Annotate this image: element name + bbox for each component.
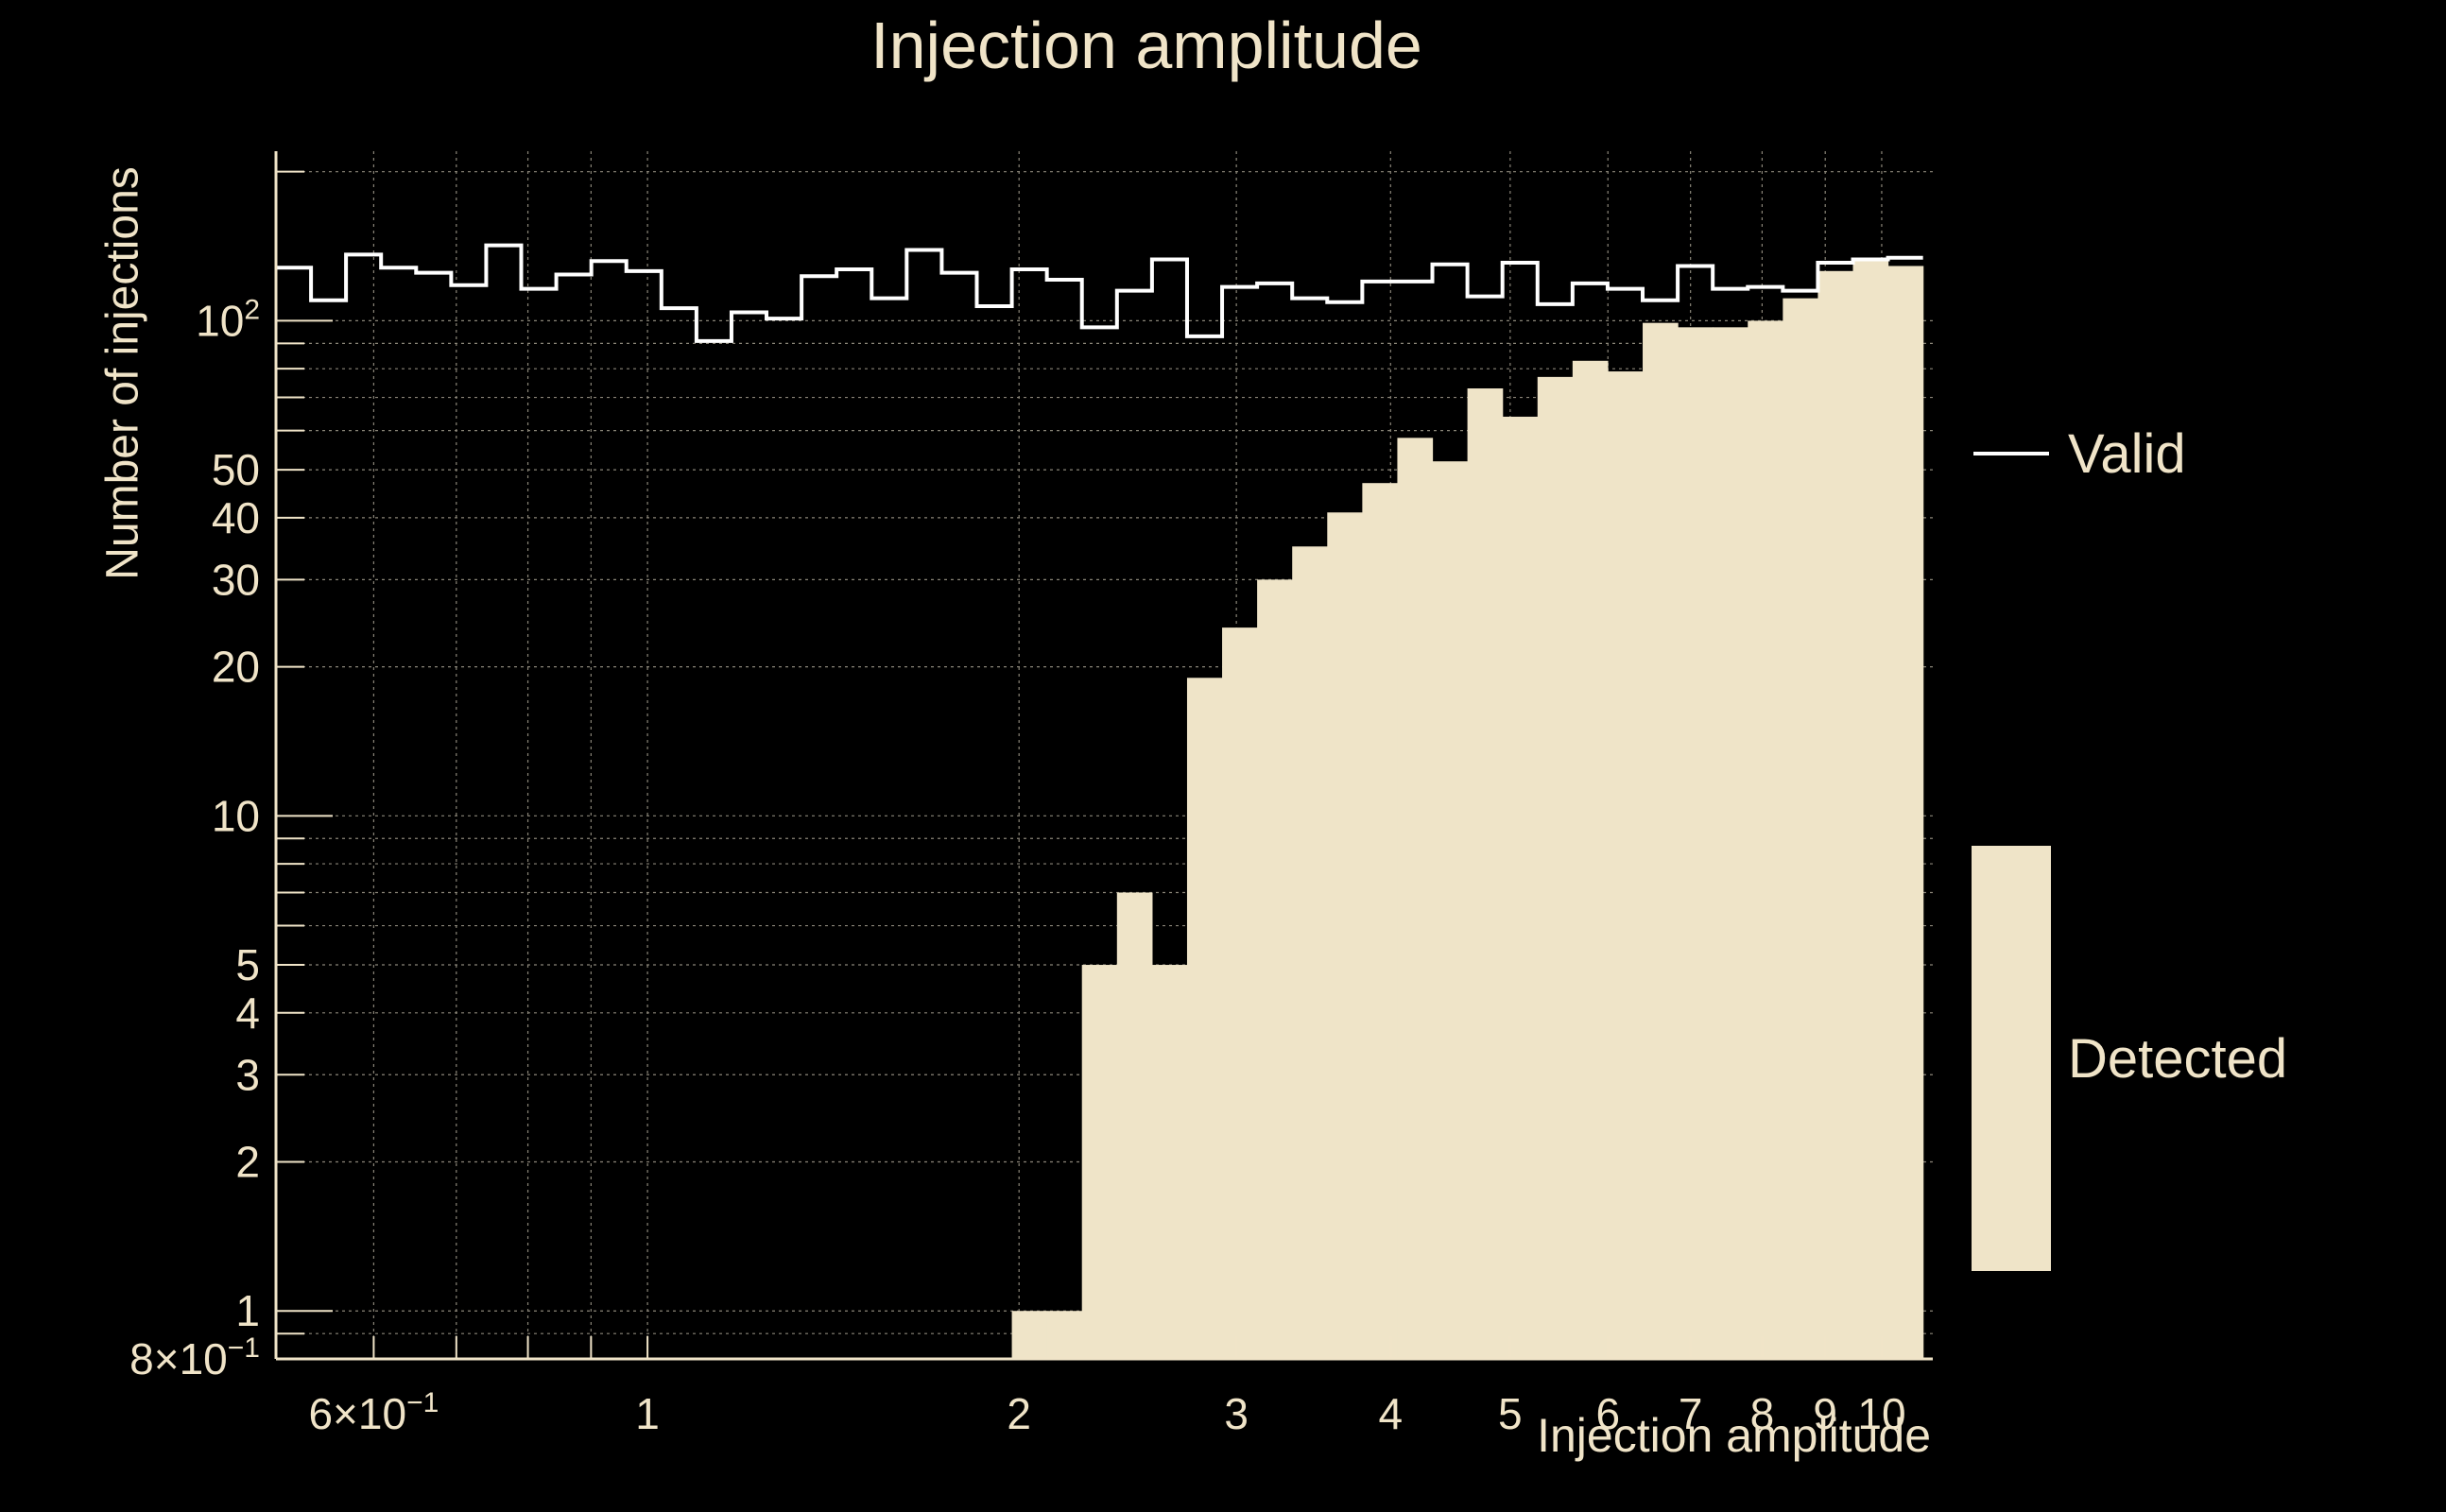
x-tick-label: 4 <box>1379 1389 1404 1438</box>
valid-step-line <box>276 243 1923 343</box>
axes <box>274 151 1933 1361</box>
detected-bar <box>1572 360 1609 1360</box>
x-tick-label: 5 <box>1498 1389 1523 1438</box>
legend: Valid Detected <box>1972 423 2287 1271</box>
detected-bar <box>1467 388 1504 1360</box>
detected-bar <box>1817 270 1854 1359</box>
x-tick-label: 10 <box>1857 1389 1905 1438</box>
detected-bar <box>1222 627 1258 1359</box>
x-tick-label: 2 <box>1007 1389 1031 1438</box>
detected-bar <box>1046 1311 1083 1359</box>
x-tick-label: 3 <box>1224 1389 1249 1438</box>
detected-bar <box>1327 512 1363 1359</box>
valid-series <box>276 243 1923 343</box>
y-tick-label: 50 <box>212 445 260 494</box>
detected-bar <box>1151 965 1188 1359</box>
chart-title: Injection amplitude <box>870 9 1422 82</box>
detected-bar <box>1186 678 1223 1359</box>
y-tick-label: 1 <box>235 1286 260 1335</box>
x-tick-label: 1 <box>635 1389 660 1438</box>
detected-bar <box>1432 461 1469 1360</box>
detected-bar <box>1783 298 1819 1359</box>
detected-bar <box>1607 371 1644 1359</box>
legend-detected-label: Detected <box>2068 1028 2287 1090</box>
y-tick-label: 102 <box>196 294 260 345</box>
detected-bar <box>1257 579 1293 1359</box>
detected-bar <box>1643 322 1679 1359</box>
detected-bar <box>1011 1311 1048 1359</box>
detected-bar <box>1502 416 1539 1359</box>
y-tick-label: 5 <box>235 940 260 989</box>
x-tick-label: 9 <box>1813 1389 1837 1438</box>
x-tick-label: 7 <box>1679 1389 1703 1438</box>
y-tick-label: 2 <box>235 1138 260 1187</box>
legend-detected-swatch <box>1972 846 2051 1271</box>
detected-bar <box>1081 965 1118 1359</box>
legend-valid-label: Valid <box>2068 423 2186 485</box>
x-tick-labels: 6×10−1 1 2 3 4 5 6 7 8 9 10 <box>308 1387 1905 1438</box>
x-tick-label: 6×10−1 <box>308 1387 439 1438</box>
detected-bar <box>1116 892 1153 1359</box>
detected-series <box>1011 261 1924 1360</box>
x-tick-label: 8 <box>1750 1389 1775 1438</box>
y-tick-label: 10 <box>212 791 260 840</box>
detected-bar <box>1887 266 1924 1360</box>
detected-bar <box>1678 327 1714 1359</box>
y-tick-label: 30 <box>212 555 260 604</box>
detected-bar <box>1362 483 1399 1360</box>
y-axis-label: Number of injections <box>97 166 148 580</box>
x-axis-label: Injection amplitude <box>1537 1409 1931 1462</box>
y-tick-label: 20 <box>212 643 260 692</box>
y-tick-label: 3 <box>235 1050 260 1099</box>
detected-bar <box>1748 320 1783 1360</box>
detected-bar <box>1852 261 1889 1359</box>
x-tick-label: 6 <box>1595 1389 1620 1438</box>
detected-bar <box>1713 327 1748 1359</box>
detected-bar <box>1292 546 1328 1359</box>
y-tick-label: 40 <box>212 493 260 542</box>
detected-bar <box>1397 438 1434 1360</box>
detected-bar <box>1537 376 1574 1359</box>
y-tick-label: 4 <box>235 988 260 1038</box>
y-tick-label: 8×10−1 <box>129 1332 260 1383</box>
